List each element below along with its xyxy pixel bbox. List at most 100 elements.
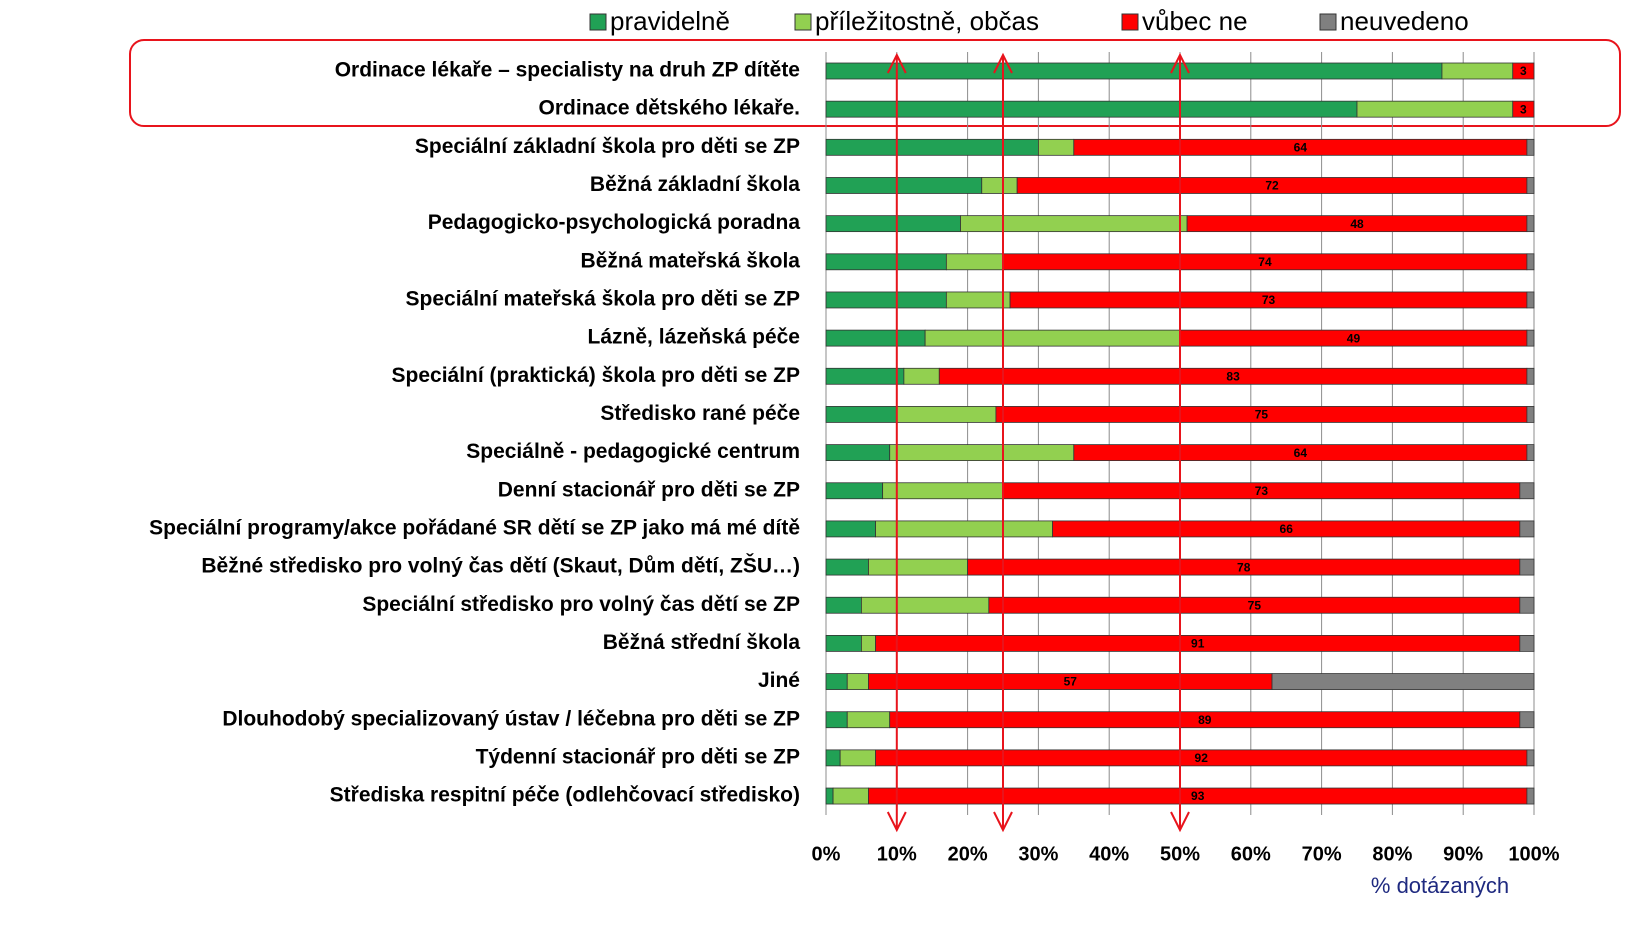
- bar-segment: [825, 749, 841, 767]
- data-label: 57: [1064, 675, 1078, 689]
- category-label: Pedagogicko-psychologická poradna: [428, 211, 801, 234]
- data-label: 73: [1255, 484, 1269, 498]
- x-axis-label: % dotázaných: [1371, 873, 1509, 898]
- data-label: 66: [1280, 522, 1294, 536]
- bar-segment: [1526, 787, 1535, 805]
- legend-swatch: [794, 13, 812, 31]
- data-label: 91: [1191, 637, 1205, 651]
- bar-segment: [882, 482, 1004, 500]
- bar-segment: [1519, 635, 1535, 652]
- bar-segment: [889, 444, 1075, 462]
- bar-segment: [875, 520, 1053, 538]
- bar-segment: [1038, 138, 1075, 156]
- data-label: 48: [1350, 217, 1364, 231]
- category-label: Ordinace lékaře – specialisty na druh ZP…: [335, 59, 800, 82]
- bar-segment: [825, 787, 834, 805]
- bar-segment: [1356, 100, 1514, 118]
- bar-segment: [825, 367, 905, 385]
- data-label: 75: [1255, 408, 1269, 422]
- bar-segment: [825, 100, 1358, 118]
- bar-segment: [825, 596, 862, 614]
- bar-segment: [825, 520, 876, 538]
- bar-segment: [825, 62, 1443, 80]
- bar-segment: [825, 253, 947, 271]
- category-label: Jiné: [758, 669, 800, 692]
- category-label: Běžná mateřská škola: [581, 249, 801, 272]
- data-label: 3: [1520, 64, 1527, 78]
- category-label: Ordinace dětského lékaře.: [539, 97, 800, 120]
- category-label: Speciální (praktická) škola pro děti se …: [392, 364, 800, 387]
- data-label: 64: [1294, 446, 1308, 460]
- legend-swatch: [589, 13, 607, 31]
- bar-segment: [839, 749, 876, 767]
- category-label: Speciální středisko pro volný čas dětí s…: [362, 593, 800, 616]
- bar-segment: [825, 138, 1039, 156]
- category-label: Běžné středisko pro volný čas dětí (Skau…: [201, 554, 800, 578]
- data-label: 73: [1262, 293, 1276, 307]
- x-tick-label: 50%: [1160, 843, 1200, 865]
- data-label: 72: [1265, 179, 1279, 193]
- x-tick-label: 100%: [1508, 843, 1559, 865]
- x-tick-label: 60%: [1231, 843, 1271, 865]
- data-label: 89: [1198, 713, 1212, 727]
- bar-segment: [1526, 215, 1535, 233]
- category-label: Běžná střední škola: [603, 631, 801, 654]
- x-tick-label: 10%: [877, 843, 917, 865]
- category-label: Speciální programy/akce pořádané SR dětí…: [149, 516, 800, 539]
- bar-segment: [846, 673, 869, 690]
- bar-segment: [1526, 177, 1535, 194]
- x-tick-label: 80%: [1372, 843, 1412, 865]
- reference-arrow: [993, 52, 1013, 833]
- bar-segment: [924, 329, 1181, 347]
- bar-segment: [981, 177, 1018, 194]
- bar-segment: [1519, 482, 1535, 500]
- category-label: Speciální základní škola pro děti se ZP: [415, 135, 800, 158]
- bar-segment: [960, 215, 1188, 233]
- data-label: 92: [1195, 751, 1209, 765]
- bar-segment: [1441, 62, 1514, 80]
- x-tick-label: 30%: [1018, 843, 1058, 865]
- category-label: Dlouhodobý specializovaný ústav / léčebn…: [222, 707, 800, 730]
- bar-segment: [861, 596, 990, 614]
- legend-label: neuvedeno: [1340, 6, 1469, 36]
- legend-label: vůbec ne: [1142, 6, 1248, 36]
- bar-segment: [825, 329, 926, 347]
- bar-segment: [825, 673, 848, 690]
- bar-segment: [825, 406, 898, 423]
- bar-segment: [1526, 329, 1535, 347]
- bar-segment: [825, 215, 961, 233]
- bar-segment: [825, 635, 862, 652]
- bar-segment: [1519, 596, 1535, 614]
- bar-segment: [1519, 711, 1535, 729]
- bar-segment: [861, 635, 876, 652]
- bar-segment: [1526, 138, 1535, 156]
- x-tick-label: 70%: [1302, 843, 1342, 865]
- bar-segment: [825, 177, 983, 194]
- data-label: 83: [1226, 369, 1240, 383]
- bar-segment: [1512, 62, 1535, 80]
- bar-segment: [896, 406, 997, 423]
- x-tick-label: 90%: [1443, 843, 1483, 865]
- reference-arrow: [886, 52, 907, 833]
- bar-segment: [945, 291, 1011, 309]
- bar-segment: [1526, 367, 1535, 385]
- category-label: Běžná základní škola: [590, 173, 800, 196]
- bar-segment: [825, 444, 891, 462]
- bar-segment: [1526, 291, 1535, 309]
- bar-segment: [825, 482, 884, 500]
- bar-segment: [825, 711, 848, 729]
- category-label: Speciálně - pedagogické centrum: [466, 440, 800, 463]
- legend-swatch: [1319, 13, 1337, 31]
- reference-arrow: [1170, 52, 1190, 833]
- data-label: 93: [1191, 789, 1205, 803]
- bar-segment: [825, 291, 947, 309]
- bar-segment: [1526, 406, 1535, 423]
- category-label: Týdenní stacionář pro děti se ZP: [476, 745, 800, 768]
- category-label: Středisko rané péče: [600, 402, 800, 425]
- data-label: 74: [1258, 255, 1272, 269]
- data-label: 49: [1347, 331, 1361, 345]
- data-label: 64: [1294, 140, 1308, 154]
- data-label: 75: [1248, 598, 1262, 612]
- bar-segment: [1512, 100, 1535, 118]
